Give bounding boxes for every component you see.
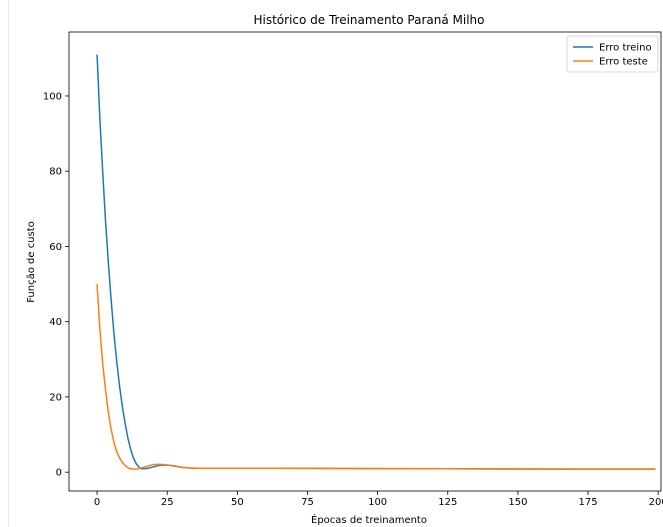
x-tick-label: 200 (649, 497, 663, 508)
page-edge-divider (0, 0, 9, 527)
x-tick-label: 25 (161, 497, 174, 508)
legend-label-erro-treino: Erro treino (599, 43, 652, 54)
y-axis-label: Função de custo (26, 221, 37, 303)
series-line-erro-teste (96, 284, 656, 470)
y-tick-label: 40 (49, 317, 62, 328)
x-axis-label: Épocas de treinamento (311, 513, 427, 526)
y-tick-label: 0 (56, 468, 62, 479)
y-tick-label: 60 (49, 242, 62, 253)
plot-frame (68, 31, 662, 492)
x-tick-label: 75 (301, 497, 314, 508)
y-tick-label: 80 (49, 167, 62, 178)
series-line-erro-treino (96, 54, 656, 470)
plot-area: 0 25 50 75 100 125 150 175 200 0 20 40 60 80 100 (43, 31, 663, 508)
chart-title: Histórico de Treinamento Paraná Milho (253, 13, 484, 27)
legend: Erro treino Erro teste (566, 35, 659, 73)
legend-label-erro-teste: Erro teste (599, 57, 648, 68)
y-tick-label: 20 (49, 392, 62, 403)
y-tick-label: 100 (43, 91, 62, 102)
x-tick-label: 50 (231, 497, 244, 508)
x-tick-label: 100 (368, 497, 387, 508)
legend-box (566, 35, 659, 73)
x-tick-label: 150 (508, 497, 527, 508)
x-tick-label: 0 (94, 497, 100, 508)
x-tick-label: 175 (579, 497, 598, 508)
x-tick-label: 125 (438, 497, 457, 508)
